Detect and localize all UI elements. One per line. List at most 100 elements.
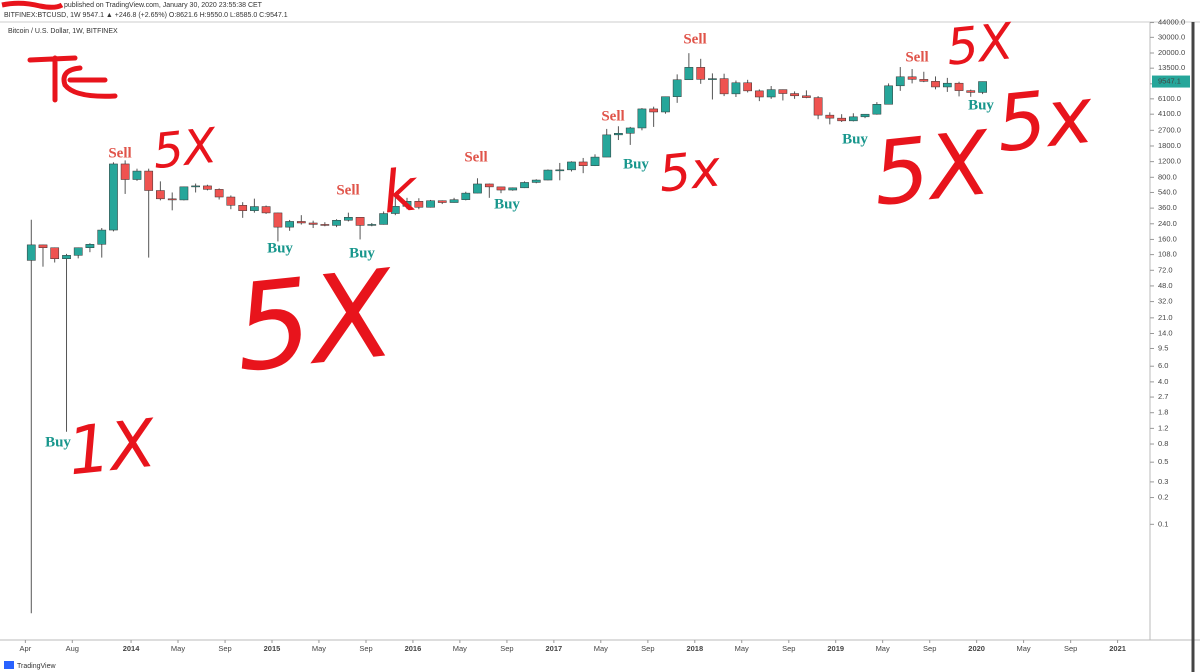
annotation: Buy <box>349 245 375 261</box>
candle-body <box>132 170 142 180</box>
annotation: Sell <box>683 31 706 47</box>
candle-body <box>344 217 353 221</box>
candle-body <box>837 117 847 122</box>
handwritten-note: 1X <box>64 405 161 491</box>
candle-body <box>496 186 506 191</box>
candle-body <box>696 67 706 80</box>
candle-body <box>754 90 764 98</box>
x-tick-label: Sep <box>1064 644 1077 653</box>
y-tick-label: 14.0 <box>1158 328 1173 337</box>
x-tick-label: Sep <box>218 644 231 653</box>
candle-body <box>790 93 799 97</box>
candle-body <box>872 104 882 115</box>
handwritten-note: 5x <box>992 71 1098 171</box>
last-price-label: 9547.1 <box>1158 77 1181 86</box>
candle-body <box>684 67 694 81</box>
candle-body <box>156 190 165 200</box>
y-tick-label: 2700.0 <box>1158 125 1181 134</box>
scribble <box>27 55 118 103</box>
annotation: Sell <box>336 182 359 198</box>
candle-body <box>261 206 271 214</box>
candle-body <box>179 186 189 201</box>
y-tick-label: 48.0 <box>1158 281 1173 290</box>
y-tick-label: 160.0 <box>1158 234 1177 243</box>
candle-body <box>895 76 905 87</box>
candle-body <box>614 133 623 136</box>
candle-body <box>743 82 753 92</box>
candle-body <box>966 90 976 93</box>
y-tick-label: 4100.0 <box>1158 109 1181 118</box>
candle-body <box>379 213 388 225</box>
x-tick-label: May <box>594 644 608 653</box>
annotation: Sell <box>905 49 928 65</box>
y-tick-label: 20000.0 <box>1158 48 1185 57</box>
candle-body <box>38 244 48 249</box>
handwritten-note: 5x <box>656 139 724 203</box>
y-tick-label: 800.0 <box>1158 172 1177 181</box>
candle-body <box>285 221 294 228</box>
y-tick-label: 108.0 <box>1158 250 1177 259</box>
y-tick-label: 2.7 <box>1158 392 1168 401</box>
x-tick-label: 2019 <box>827 644 844 653</box>
x-tick-label: 2020 <box>968 644 985 653</box>
candle-body <box>414 201 424 208</box>
x-tick-label: Sep <box>359 644 372 653</box>
candle-body <box>97 229 107 245</box>
y-tick-label: 240.0 <box>1158 219 1177 228</box>
candle-body <box>625 127 635 134</box>
candle-body <box>555 169 565 172</box>
x-tick-label: Aug <box>66 644 79 653</box>
candle-body <box>26 244 36 261</box>
x-tick-label: 2015 <box>264 644 281 653</box>
candle-body <box>273 212 283 228</box>
chart-title: Bitcoin / U.S. Dollar, 1W, BITFINEX <box>8 28 118 35</box>
y-tick-label: 1200.0 <box>1158 157 1181 166</box>
candle-body <box>661 96 670 113</box>
candle-body <box>85 244 95 249</box>
y-tick-label: 0.8 <box>1158 439 1168 448</box>
candle-body <box>402 201 412 207</box>
handwritten-note: 5X <box>944 12 1018 77</box>
candle-body <box>942 82 952 88</box>
candle-body <box>109 163 118 231</box>
candle-body <box>731 82 741 95</box>
y-tick-label: 72.0 <box>1158 265 1173 274</box>
y-tick-label: 0.5 <box>1158 457 1168 466</box>
candle-body <box>50 247 60 260</box>
y-tick-label: 6100.0 <box>1158 94 1181 103</box>
x-tick-label: May <box>1016 644 1030 653</box>
x-tick-label: May <box>453 644 467 653</box>
candle-body <box>813 97 823 116</box>
x-tick-label: 2014 <box>123 644 141 653</box>
candle-body <box>978 81 987 93</box>
y-tick-label: 44000.0 <box>1158 18 1185 27</box>
candle-body <box>367 224 377 226</box>
y-tick-label: 0.2 <box>1158 493 1168 502</box>
candle-body <box>567 161 576 171</box>
x-tick-label: Sep <box>782 644 795 653</box>
candle-body <box>355 217 365 226</box>
x-tick-label: Sep <box>500 644 513 653</box>
brand: TradingView <box>17 663 56 670</box>
candle-body <box>637 108 647 129</box>
annotation: Buy <box>968 97 994 113</box>
annotation: Buy <box>623 156 649 172</box>
x-tick-label: Apr <box>20 644 32 653</box>
candle-body <box>390 206 400 214</box>
brand-logo <box>4 661 14 669</box>
y-tick-label: 1800.0 <box>1158 141 1181 150</box>
y-tick-label: 30000.0 <box>1158 32 1185 41</box>
candle-body <box>426 200 435 208</box>
candle-body <box>802 95 811 98</box>
x-tick-label: 2016 <box>405 644 422 653</box>
y-tick-label: 9.5 <box>1158 343 1168 352</box>
candle-body <box>484 183 494 188</box>
symbol-line: BITFINEX:BTCUSD, 1W 9547.1 ▲ +246.8 (+2.… <box>4 12 288 19</box>
candle-body <box>860 113 870 118</box>
candle-body <box>590 156 600 166</box>
candle-body <box>191 185 200 188</box>
y-tick-label: 13500.0 <box>1158 63 1185 72</box>
x-tick-label: 2021 <box>1109 644 1126 653</box>
